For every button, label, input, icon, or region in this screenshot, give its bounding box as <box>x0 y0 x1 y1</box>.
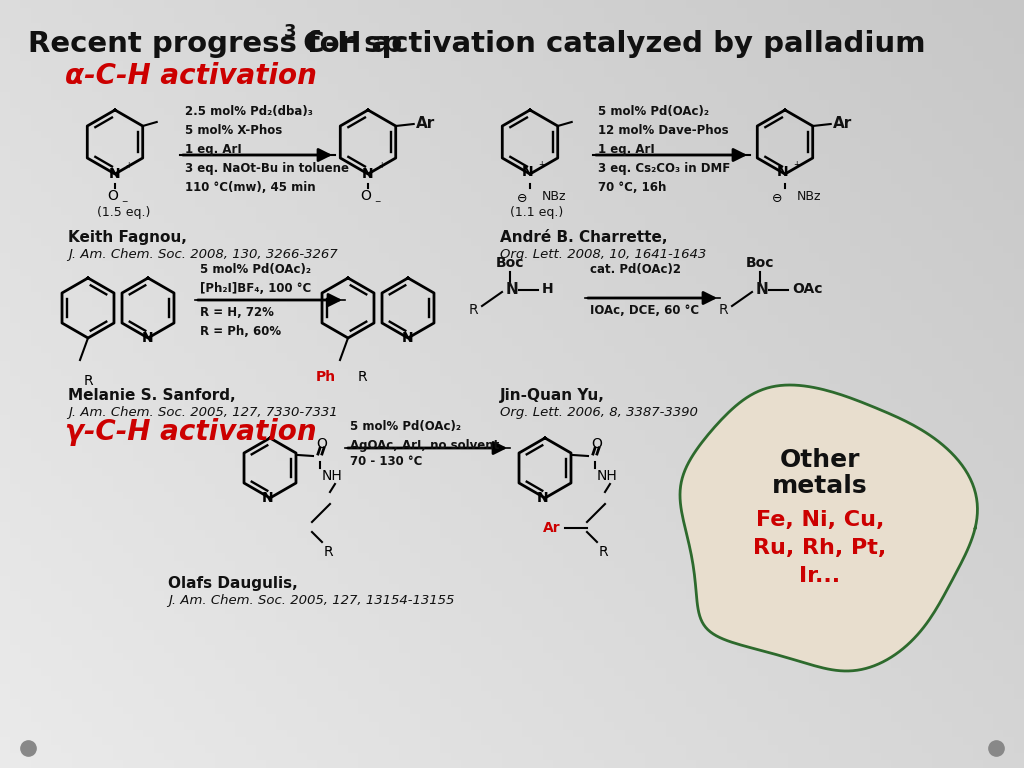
Text: $^+$: $^+$ <box>793 160 802 170</box>
Text: R: R <box>599 545 608 559</box>
Text: Ar: Ar <box>416 117 435 131</box>
Text: R: R <box>719 303 728 317</box>
Text: $\ominus$: $\ominus$ <box>516 191 527 204</box>
Text: $^+$: $^+$ <box>538 160 547 170</box>
Text: $\ominus$: $\ominus$ <box>771 191 782 204</box>
Text: $^-$: $^-$ <box>121 199 130 209</box>
Text: NH: NH <box>322 469 343 483</box>
Text: Ar: Ar <box>833 117 852 131</box>
Text: Org. Lett. 2008, 10, 1641-1643: Org. Lett. 2008, 10, 1641-1643 <box>500 248 707 261</box>
Text: Boc: Boc <box>496 256 524 270</box>
Text: R: R <box>357 370 367 384</box>
Text: Ph: Ph <box>316 370 336 384</box>
Text: 5 mol% Pd(OAc)₂: 5 mol% Pd(OAc)₂ <box>350 420 461 433</box>
Text: $^+$: $^+$ <box>378 161 387 171</box>
Text: Melanie S. Sanford,: Melanie S. Sanford, <box>68 388 236 403</box>
Text: J. Am. Chem. Soc. 2008, 130, 3266-3267: J. Am. Chem. Soc. 2008, 130, 3266-3267 <box>68 248 338 261</box>
Text: 3 eq. Cs₂CO₃ in DMF: 3 eq. Cs₂CO₃ in DMF <box>598 162 730 175</box>
Text: N: N <box>506 283 518 297</box>
Text: R = Ph, 60%: R = Ph, 60% <box>200 325 282 338</box>
Text: Ru, Rh, Pt,: Ru, Rh, Pt, <box>754 538 887 558</box>
Polygon shape <box>680 385 978 671</box>
Text: 70 °C, 16h: 70 °C, 16h <box>598 181 667 194</box>
Text: AgOAc, ArI, no solvent: AgOAc, ArI, no solvent <box>350 439 500 452</box>
Text: γ-C-H activation: γ-C-H activation <box>65 418 316 446</box>
Text: IOAc, DCE, 60 °C: IOAc, DCE, 60 °C <box>590 304 699 317</box>
Text: H: H <box>542 282 554 296</box>
Text: $^-$: $^-$ <box>374 199 383 209</box>
Text: Ar: Ar <box>544 521 561 535</box>
Text: 1 eq. ArI: 1 eq. ArI <box>598 143 654 156</box>
Text: cat. Pd(OAc)2: cat. Pd(OAc)2 <box>590 263 681 276</box>
Text: 70 - 130 °C: 70 - 130 °C <box>350 455 422 468</box>
Text: O: O <box>592 437 602 451</box>
Text: Olafs Daugulis,: Olafs Daugulis, <box>168 576 298 591</box>
Text: Ir...: Ir... <box>800 566 841 586</box>
Text: N: N <box>522 165 534 179</box>
Text: OAc: OAc <box>792 282 822 296</box>
Text: [Ph₂I]BF₄, 100 °C: [Ph₂I]BF₄, 100 °C <box>200 282 311 295</box>
Text: (1.1 eq.): (1.1 eq.) <box>510 206 563 219</box>
Text: 1 eq. ArI: 1 eq. ArI <box>185 143 242 156</box>
Text: NH: NH <box>597 469 617 483</box>
Text: Org. Lett. 2006, 8, 3387-3390: Org. Lett. 2006, 8, 3387-3390 <box>500 406 698 419</box>
Text: J. Am. Chem. Soc. 2005, 127, 7330-7331: J. Am. Chem. Soc. 2005, 127, 7330-7331 <box>68 406 338 419</box>
Text: O: O <box>360 189 372 203</box>
Text: 2.5 mol% Pd₂(dba)₃: 2.5 mol% Pd₂(dba)₃ <box>185 105 313 118</box>
Text: Recent progress for sp: Recent progress for sp <box>28 30 402 58</box>
Text: N: N <box>538 491 549 505</box>
Text: 5 mol% Pd(OAc)₂: 5 mol% Pd(OAc)₂ <box>598 105 709 118</box>
Text: 3 eq. NaOt-Bu in toluene: 3 eq. NaOt-Bu in toluene <box>185 162 349 175</box>
Text: O: O <box>108 189 119 203</box>
Text: Boc: Boc <box>745 256 774 270</box>
Text: O: O <box>316 437 328 451</box>
Text: André B. Charrette,: André B. Charrette, <box>500 230 668 245</box>
Text: Jin-Quan Yu,: Jin-Quan Yu, <box>500 388 605 403</box>
Text: 5 mol% Pd(OAc)₂: 5 mol% Pd(OAc)₂ <box>200 263 311 276</box>
Text: NBz: NBz <box>797 190 821 203</box>
Text: N: N <box>777 165 788 179</box>
Text: N: N <box>756 283 768 297</box>
Text: N: N <box>142 331 154 345</box>
Text: NBz: NBz <box>542 190 566 203</box>
Text: Other: Other <box>779 448 860 472</box>
Text: Keith Fagnou,: Keith Fagnou, <box>68 230 186 245</box>
Text: R = H, 72%: R = H, 72% <box>200 306 273 319</box>
Text: N: N <box>362 167 374 181</box>
Text: R: R <box>468 303 478 317</box>
Text: N: N <box>110 167 121 181</box>
Text: R: R <box>83 374 93 388</box>
Text: $^+$: $^+$ <box>124 161 133 171</box>
Text: R: R <box>324 545 334 559</box>
Text: N: N <box>262 491 273 505</box>
Text: 3: 3 <box>284 23 297 41</box>
Text: 110 °C(mw), 45 min: 110 °C(mw), 45 min <box>185 181 315 194</box>
Text: Fe, Ni, Cu,: Fe, Ni, Cu, <box>756 510 884 530</box>
Text: J. Am. Chem. Soc. 2005, 127, 13154-13155: J. Am. Chem. Soc. 2005, 127, 13154-13155 <box>168 594 455 607</box>
Text: 12 mol% Dave-Phos: 12 mol% Dave-Phos <box>598 124 729 137</box>
Text: C-H activation catalyzed by palladium: C-H activation catalyzed by palladium <box>293 30 926 58</box>
Text: N: N <box>402 331 414 345</box>
Text: metals: metals <box>772 474 867 498</box>
Text: (1.5 eq.): (1.5 eq.) <box>97 206 151 219</box>
Text: 5 mol% X-Phos: 5 mol% X-Phos <box>185 124 283 137</box>
Text: α-C-H activation: α-C-H activation <box>65 62 316 90</box>
